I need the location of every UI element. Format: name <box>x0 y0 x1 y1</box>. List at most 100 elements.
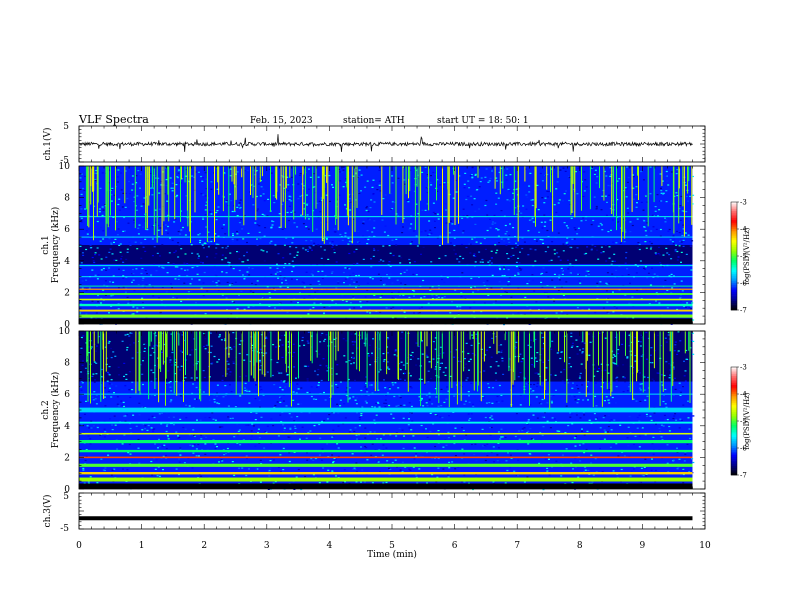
spectrogram-speckle <box>248 468 250 469</box>
spectrogram-speckle <box>570 463 572 464</box>
spectrogram-speckle <box>168 417 170 418</box>
spectrogram-speckle <box>289 253 291 254</box>
spectrogram-speckle <box>293 344 295 345</box>
spectrogram-speckle <box>603 308 605 309</box>
spectrogram-speckle <box>387 392 389 393</box>
spectrogram-band <box>79 236 692 237</box>
spectrogram-speckle <box>650 416 652 417</box>
spectrogram-speckle <box>353 282 355 283</box>
colorbar-segment <box>731 269 737 271</box>
spectrogram-speckle <box>577 168 579 169</box>
spectrogram-speckle <box>210 189 212 190</box>
ch2-spectrogram-plot <box>79 331 705 490</box>
spectrogram-speckle <box>594 413 596 414</box>
spectrogram-speckle <box>305 226 307 227</box>
spectrogram-speckle <box>496 454 498 455</box>
spectrogram-speckle <box>93 262 95 263</box>
spectrogram-speckle <box>491 338 493 339</box>
spectrogram-speckle <box>572 468 574 469</box>
spectrogram-speckle <box>401 362 403 363</box>
colorbar-segment <box>731 263 737 265</box>
spectrogram-speckle <box>90 247 92 248</box>
spectrogram-speckle <box>82 252 84 253</box>
ch1-colorbar-label: log(PSD)(V²/Hz) <box>743 227 751 284</box>
spectrogram-speckle <box>532 205 534 206</box>
spectrogram-speckle <box>165 168 167 169</box>
spectrogram-speckle <box>349 284 351 285</box>
spectrogram-speckle <box>390 308 392 309</box>
spectrogram-speckle <box>234 211 236 212</box>
spectrogram-speckle <box>100 188 102 189</box>
spectrogram-speckle <box>264 260 266 261</box>
spectrogram-speckle <box>603 417 605 418</box>
spectrogram-speckle <box>302 249 304 250</box>
spectrogram-speckle <box>96 426 98 427</box>
spectrogram-speckle <box>309 247 311 248</box>
spectrogram-speckle <box>313 399 315 400</box>
spectrogram-speckle <box>259 386 261 387</box>
spectrogram-speckle <box>542 180 544 181</box>
spectrogram-speckle <box>434 446 436 447</box>
spectrogram-speckle <box>658 253 660 254</box>
spectrogram-speckle <box>383 403 385 404</box>
spectrogram-speckle <box>196 448 198 449</box>
spectrogram-speckle <box>599 381 601 382</box>
spectrogram-speckle <box>159 446 161 447</box>
spectrogram-speckle <box>302 427 304 428</box>
spectrogram-speckle <box>616 380 618 381</box>
spectrogram-speckle <box>111 379 113 380</box>
spectrogram-speckle <box>307 392 309 393</box>
spectrogram-speckle <box>440 347 442 348</box>
spectrogram-speckle <box>398 256 400 257</box>
spectrogram-speckle <box>562 200 564 201</box>
spectrogram-speckle <box>307 251 309 252</box>
spectrogram-speckle <box>377 403 379 404</box>
spectrogram-speckle <box>353 251 355 252</box>
spectrogram-speckle <box>181 366 183 367</box>
spectrogram-speckle <box>541 387 543 388</box>
spectrogram-speckle <box>637 417 639 418</box>
spectrogram-speckle <box>665 176 667 177</box>
spectrogram-speckle <box>324 249 326 250</box>
ch1-waveform-panel: 5 -5 ch.1(V) <box>42 122 705 166</box>
spectrogram-speckle <box>588 355 590 356</box>
spectrogram-band <box>79 286 692 287</box>
spectrogram-speckle <box>506 253 508 254</box>
spectrogram-speckle <box>574 396 576 397</box>
spectrogram-speckle <box>173 417 175 418</box>
spectrogram-speckle <box>592 482 594 483</box>
spectrogram-speckle <box>398 178 400 179</box>
spectrogram-speckle <box>178 231 180 232</box>
spectrogram-speckle <box>532 199 534 200</box>
spectrogram-speckle <box>611 429 613 430</box>
spectrogram-speckle <box>302 337 304 338</box>
spectrogram-speckle <box>359 170 361 171</box>
spectrogram-speckle <box>612 292 614 293</box>
spectrogram-speckle <box>204 272 206 273</box>
spectrogram-speckle <box>686 359 688 360</box>
spectrogram-speckle <box>306 203 308 204</box>
colorbar-segment <box>731 274 737 276</box>
colorbar-segment <box>731 240 737 242</box>
spectrogram-speckle <box>81 390 83 391</box>
spectrogram-speckle <box>496 250 498 251</box>
spectrogram-speckle <box>352 396 354 397</box>
spectrogram-speckle <box>345 279 347 280</box>
spectrogram-speckle <box>273 195 275 196</box>
spectrogram-speckle <box>336 245 338 246</box>
spectrogram-speckle <box>639 244 641 245</box>
spectrogram-speckle <box>142 384 144 385</box>
spectrogram-speckle <box>471 239 473 240</box>
spectrogram-speckle <box>313 303 315 304</box>
spectrogram-speckle <box>166 383 168 384</box>
spectrogram-speckle <box>475 174 477 175</box>
spectrogram-speckle <box>110 295 112 296</box>
spectrogram-speckle <box>605 175 607 176</box>
spectrogram-speckle <box>292 400 294 401</box>
spectrogram-speckle <box>203 370 205 371</box>
spectrogram-speckle <box>87 425 89 426</box>
spectrogram-speckle <box>675 249 677 250</box>
spectrogram-speckle <box>676 231 678 232</box>
spectrogram-speckle <box>564 193 566 194</box>
